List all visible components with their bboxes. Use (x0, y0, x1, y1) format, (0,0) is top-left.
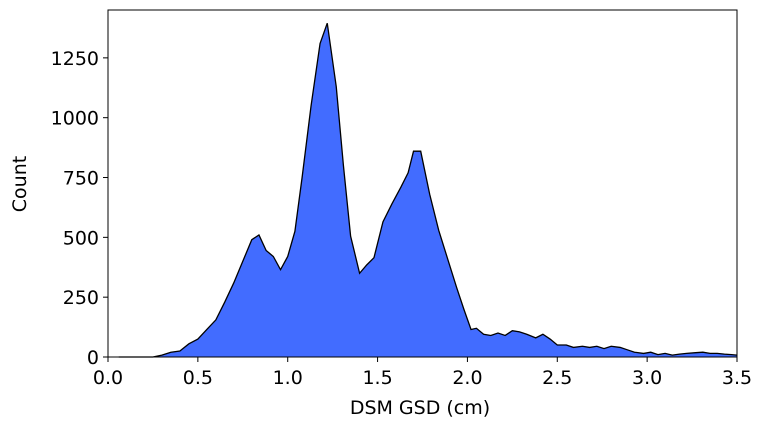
y-axis-label: Count (9, 156, 31, 212)
x-tick-label: 1.5 (362, 367, 392, 389)
x-tick-label: 0.5 (183, 367, 213, 389)
x-tick-label: 3.5 (722, 367, 752, 389)
y-tick-label: 1000 (51, 108, 99, 130)
x-tick-label: 3.0 (632, 367, 662, 389)
y-tick-label: 1250 (51, 48, 99, 70)
y-tick-label: 500 (63, 227, 99, 249)
x-tick-label: 2.5 (542, 367, 572, 389)
x-tick-label: 1.0 (273, 367, 303, 389)
plot-frame (107, 9, 738, 358)
area-edge (118, 22, 738, 358)
x-tick-label: 2.0 (452, 367, 482, 389)
y-tick-label: 250 (63, 287, 99, 309)
x-tick-label: 0.0 (93, 367, 123, 389)
x-axis-label: DSM GSD (cm) (350, 397, 490, 419)
y-tick-label: 0 (87, 347, 99, 369)
y-tick-label: 750 (63, 168, 99, 190)
area-fill (118, 23, 738, 357)
